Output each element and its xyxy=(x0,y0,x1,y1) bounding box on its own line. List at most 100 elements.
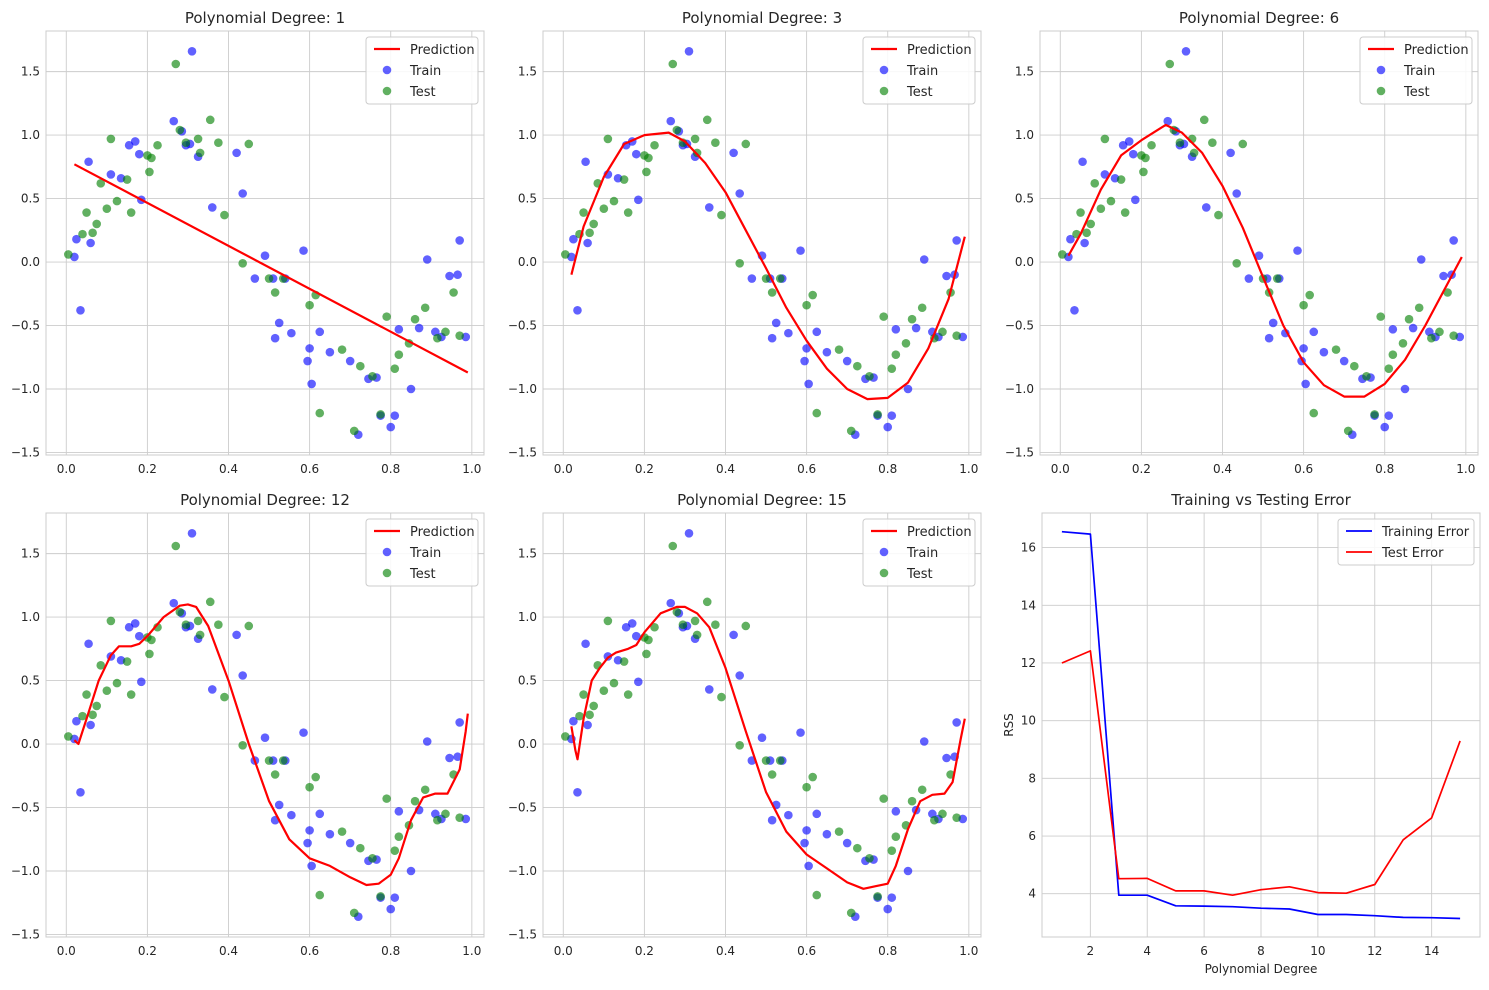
train-point xyxy=(187,47,197,56)
legend-label-prediction: Prediction xyxy=(907,525,972,540)
train-point xyxy=(134,149,144,159)
legend-label-test: Test xyxy=(906,85,933,100)
test-points xyxy=(64,59,464,436)
train-point xyxy=(583,238,592,248)
y-tick-label: 0.0 xyxy=(21,255,40,269)
legend-frame xyxy=(862,518,976,587)
test-point xyxy=(1238,139,1248,149)
train-point xyxy=(84,639,93,649)
train-point xyxy=(169,598,179,608)
legend-train-swatch xyxy=(382,65,392,75)
train-point xyxy=(583,720,592,730)
y-axis-label: RSS xyxy=(1002,713,1016,737)
test-point xyxy=(106,616,116,626)
legend: Prediction Train Test xyxy=(862,36,976,105)
legend-label-train: Train xyxy=(906,64,938,79)
test-point xyxy=(644,153,653,163)
train-point xyxy=(1449,236,1458,245)
train-point xyxy=(1408,323,1418,333)
legend-label-train: Train xyxy=(409,64,441,79)
train-point xyxy=(729,630,738,640)
test-point xyxy=(112,678,122,688)
train-point xyxy=(1264,333,1274,343)
legend-label-train: Train xyxy=(1403,64,1435,79)
train-point xyxy=(800,838,809,848)
test-point xyxy=(1096,204,1106,214)
train-point xyxy=(942,271,951,281)
y-tick-label: −1.5 xyxy=(11,445,40,459)
test-point xyxy=(78,229,87,239)
legend-test-swatch xyxy=(382,86,392,96)
legend: Training Error Test Error xyxy=(1337,518,1475,566)
test-point xyxy=(181,620,191,630)
subplot-4: 0.0 0.2 0.4 0.6 0.8 1.0 −1.5 −1.0 −0.5 0.0 0.5 1.0 1… xyxy=(11,491,485,958)
y-tick-label: −1.5 xyxy=(1005,445,1034,459)
y-tick-label: 1.0 xyxy=(1015,128,1034,142)
test-point xyxy=(619,175,629,184)
test-point xyxy=(711,620,720,630)
train-point xyxy=(804,379,813,389)
test-point xyxy=(702,115,712,125)
test-point xyxy=(96,179,106,188)
test-point xyxy=(205,597,215,607)
train-point xyxy=(581,157,590,167)
test-point xyxy=(891,832,901,842)
train-point xyxy=(1301,379,1310,389)
test-point xyxy=(589,701,598,711)
test-point xyxy=(278,756,288,765)
x-tick-label: 1.0 xyxy=(462,462,481,476)
train-point xyxy=(767,815,777,825)
test-point xyxy=(907,314,917,324)
x-tick-label: 0.6 xyxy=(300,462,319,476)
y-tick-label: −1.0 xyxy=(508,382,537,396)
train-point xyxy=(299,728,308,737)
train-point xyxy=(445,753,454,763)
test-point xyxy=(668,59,678,69)
train-point xyxy=(631,149,641,159)
test-point xyxy=(938,809,947,819)
legend-frame xyxy=(862,36,976,105)
train-point xyxy=(784,810,793,820)
test-point xyxy=(834,827,844,836)
train-point xyxy=(274,318,284,328)
test-point xyxy=(1331,345,1341,354)
test-point xyxy=(808,772,817,782)
test-point xyxy=(441,809,450,819)
chart-title: Polynomial Degree: 12 xyxy=(180,491,350,509)
y-tick-label: −0.5 xyxy=(508,801,537,815)
y-tick-label: 14 xyxy=(1021,598,1036,612)
legend-label-prediction: Prediction xyxy=(1404,43,1469,58)
train-point xyxy=(919,737,929,746)
y-tick-label: 1.5 xyxy=(518,547,537,561)
train-point xyxy=(1380,422,1390,432)
test-point xyxy=(853,361,862,371)
prediction-line xyxy=(570,131,966,401)
y-tick-label: 0.5 xyxy=(518,674,537,688)
train-point xyxy=(1131,195,1140,205)
legend: Prediction Train Test xyxy=(365,36,479,105)
train-point xyxy=(250,274,260,283)
train-point xyxy=(345,838,355,848)
test-point xyxy=(82,690,91,699)
x-tick-label: 4 xyxy=(1143,944,1151,958)
test-point xyxy=(873,892,882,901)
subplot-3: 0.0 0.2 0.4 0.6 0.8 1.0 −1.5 −1.0 −0.5 0.0 0.5 1.0 1… xyxy=(1005,9,1479,476)
y-tick-label: 0.0 xyxy=(1015,255,1034,269)
train-point xyxy=(666,116,676,126)
test-point xyxy=(1305,290,1314,300)
train-point xyxy=(911,323,921,333)
y-tick-label: 8 xyxy=(1028,771,1036,785)
legend: Prediction Train Test xyxy=(862,518,976,587)
test-point xyxy=(846,426,856,436)
y-tick-label: 0.0 xyxy=(518,255,537,269)
subplot-6: 2 4 6 8 10 12 14 4 6 8 10 12 14 16 Training vs Testing… xyxy=(1002,491,1481,976)
test-point xyxy=(609,196,619,206)
train-point xyxy=(735,189,744,198)
train-point xyxy=(1163,116,1173,126)
y-tick-label: 1.5 xyxy=(21,65,40,79)
train-point xyxy=(919,255,929,264)
test-point xyxy=(917,303,927,313)
test-point xyxy=(690,616,700,626)
y-tick-label: 0.5 xyxy=(1015,192,1034,206)
test-point xyxy=(938,327,947,337)
